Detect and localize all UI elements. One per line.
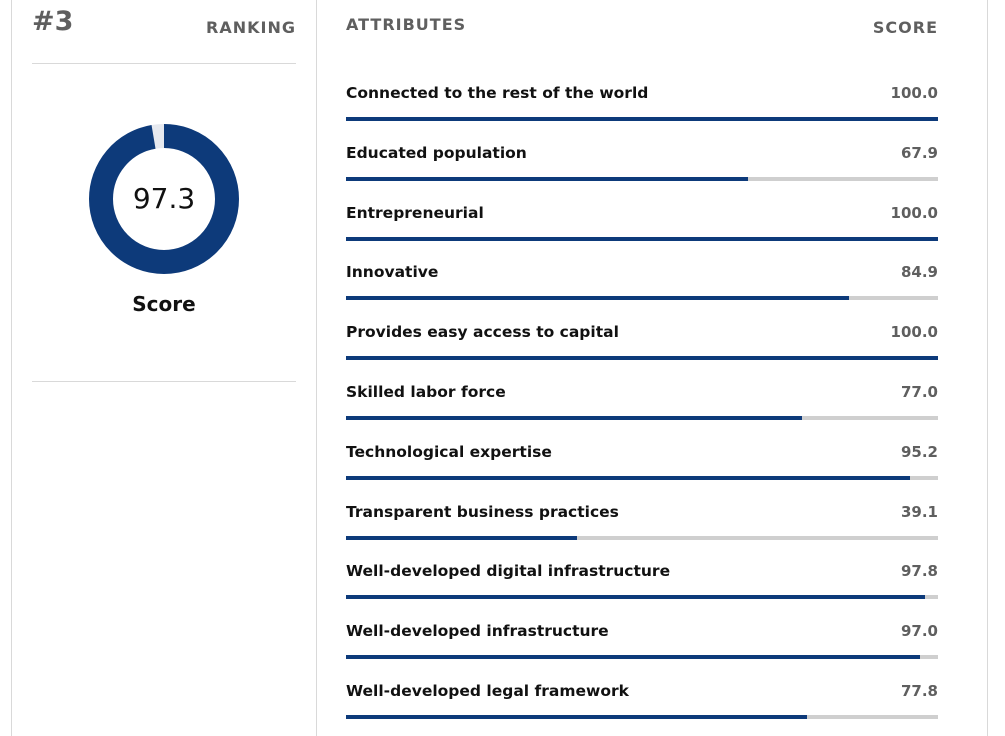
attribute-row: Technological expertise 95.2 [346,359,938,480]
attribute-name: Well-developed digital infrastructure [346,562,671,581]
overall-score-value: 97.3 [132,182,196,215]
attribute-score: 77.0 [900,383,938,401]
donut-fill [89,124,239,274]
attribute-name: Technological expertise [346,442,552,461]
attribute-score: 97.0 [900,622,938,641]
attribute-row: Connected to the rest of the world 100.0 [346,0,938,121]
attribute-bar-fill [346,655,921,660]
attribute-bar-track [346,176,938,181]
attribute-name: Innovative [346,263,439,282]
attribute-bar-fill [346,416,802,420]
attribute-score: 39.1 [900,502,938,521]
attribute-bar-track [346,535,938,540]
attribute-row: Entrepreneurial 100.0 [346,120,938,241]
attribute-bar-track [346,475,938,480]
attribute-name: Connected to the rest of the world [346,84,649,102]
attribute-score: 97.8 [900,562,938,581]
attribute-bar-track [346,356,938,361]
attribute-row: Transparent business practices 39.1 [346,419,938,540]
attribute-bar-fill [346,535,578,540]
score-label: Score [132,292,196,316]
attribute-bar-track [346,715,938,719]
attribute-name: Skilled labor force [346,383,506,401]
attribute-row: Well-developed infrastructure 97.0 [346,538,938,660]
attribute-score: 77.8 [900,682,938,700]
left-border [11,0,12,736]
score-donut: 97.3 [88,123,240,275]
right-border [987,0,988,736]
ranking-divider-top [32,63,296,64]
attribute-bar-track [346,595,938,600]
attribute-row: Well-developed legal framework 77.8 [346,598,938,719]
panel-divider [316,0,317,736]
attribute-bar-track [346,655,938,660]
attribute-score: 95.2 [900,442,938,461]
ranking-label: RANKING [206,18,296,37]
attribute-bar-fill [346,475,910,480]
attribute-bar-fill [346,715,807,719]
attribute-name: Provides easy access to capital [346,323,619,342]
attributes-panel: ATTRIBUTES SCORE Connected to the rest o… [346,0,938,736]
attributes-header: ATTRIBUTES [346,15,467,34]
attribute-name: Entrepreneurial [346,203,484,222]
attribute-row: Educated population 67.9 [346,60,938,181]
score-donut-chart [89,124,239,274]
rank-number: #3 [32,6,74,37]
attribute-bar-fill [346,176,748,181]
attribute-row: Provides easy access to capital 100.0 [346,239,938,361]
attribute-row: Innovative 84.9 [346,179,938,301]
attribute-bar-track [346,296,938,301]
attribute-name: Well-developed infrastructure [346,622,609,641]
attribute-bar-fill [346,595,925,600]
attribute-row: Skilled labor force 77.0 [346,299,938,420]
ranking-panel: #3 RANKING 97.3 Score [32,0,296,736]
attribute-score: 100.0 [890,84,938,102]
attribute-bar-fill [346,236,938,241]
attribute-bar-track [346,236,938,241]
score-header: SCORE [872,18,938,37]
attribute-bar-fill [346,117,938,121]
attribute-score: 100.0 [890,203,938,222]
attribute-bar-track [346,416,938,420]
ranking-divider-bottom [32,381,296,382]
attribute-score: 67.9 [900,143,938,162]
attribute-name: Educated population [346,143,527,162]
attribute-name: Well-developed legal framework [346,682,629,700]
attribute-name: Transparent business practices [346,502,619,521]
attribute-row: Well-developed digital infrastructure 97.… [346,478,938,600]
attribute-bar-fill [346,356,938,361]
attribute-score: 100.0 [890,323,938,342]
attribute-score: 84.9 [900,263,938,282]
attribute-bar-fill [346,296,849,301]
attribute-bar-track [346,117,938,121]
